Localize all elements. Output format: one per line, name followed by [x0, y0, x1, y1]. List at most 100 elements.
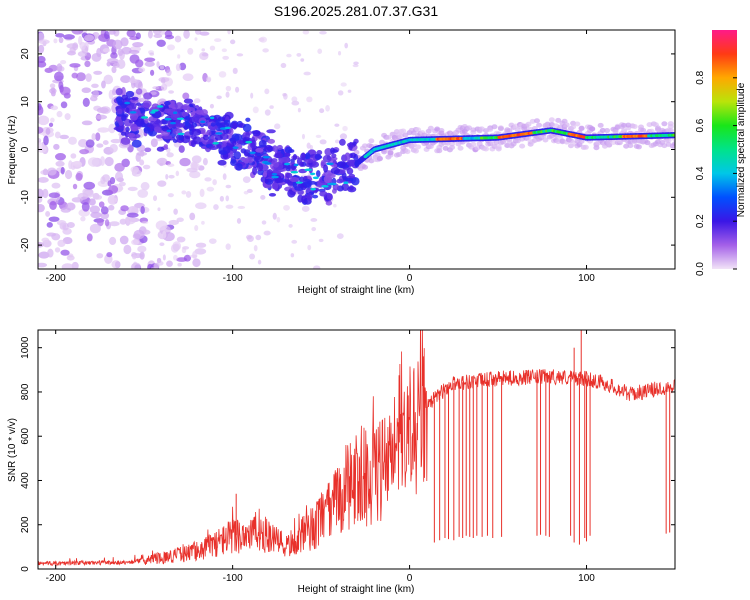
heatmap-cell [294, 186, 304, 191]
heatmap-cell [236, 53, 244, 57]
heatmap-cell [340, 82, 347, 87]
heatmap-cell [167, 193, 174, 198]
heatmap-cell [290, 253, 295, 258]
heatmap-cell [83, 181, 96, 190]
heatmap-cell [120, 75, 131, 84]
heatmap-cell [326, 182, 335, 186]
heatmap-cell [183, 254, 191, 262]
heatmap-cell [193, 98, 201, 104]
heatmap-cell [319, 190, 328, 197]
heatmap-cell [131, 206, 139, 215]
heatmap-cell [227, 30, 231, 35]
heatmap-cell [159, 65, 165, 70]
heatmap-cell [269, 105, 274, 109]
heatmap-cell [93, 194, 103, 200]
heatmap-cell [322, 154, 332, 163]
heatmap-cell [672, 141, 675, 147]
heatmap-cell [53, 71, 64, 82]
colorbar-label: Normalized spectral amplitude [736, 82, 747, 217]
heatmap-cell [100, 212, 110, 220]
heatmap-cell [290, 170, 299, 174]
heatmap-cell [225, 243, 231, 250]
heatmap-cell [310, 187, 317, 191]
heatmap-cell [648, 128, 655, 134]
heatmap-cell [81, 120, 93, 126]
heatmap-cell [182, 73, 194, 81]
heatmap-cell [150, 69, 155, 76]
heatmap-cell [137, 189, 149, 198]
heatmap-cell [151, 109, 159, 112]
heatmap-cell [128, 78, 138, 84]
heatmap-cell [120, 137, 131, 145]
heatmap-cell [118, 181, 126, 187]
heatmap-cell [449, 145, 456, 151]
heatmap-cell [93, 70, 103, 75]
heatmap-cell [348, 173, 356, 179]
heatmap-cell [141, 221, 149, 225]
heatmap-cell [156, 61, 160, 68]
heatmap-cell [296, 157, 302, 166]
heatmap-cell [177, 54, 181, 59]
heatmap-cell [200, 120, 206, 124]
heatmap-cell [114, 171, 124, 182]
heatmap-cell [233, 151, 242, 160]
snr-series [38, 330, 675, 567]
heatmap-cell [252, 166, 258, 176]
heatmap-cell [168, 174, 175, 179]
heatmap-cell [415, 127, 422, 133]
heatmap-cell [336, 233, 344, 239]
heatmap-cell [225, 91, 230, 98]
heatmap-cell [219, 122, 230, 128]
heatmap-cell [274, 178, 285, 184]
heatmap-cell [78, 138, 88, 148]
heatmap-cell [152, 86, 160, 90]
heatmap-cell [38, 188, 44, 199]
heatmap-cell [347, 89, 352, 93]
heatmap-cell [232, 140, 237, 146]
heatmap-cell [166, 69, 172, 77]
heatmap-cell [138, 97, 147, 103]
heatmap-cell [104, 156, 114, 167]
heatmap-cell [64, 169, 73, 180]
heatmap-cell [109, 236, 117, 246]
heatmap-cell [115, 88, 123, 96]
heatmap-cell [339, 138, 346, 146]
heatmap-cell [347, 186, 357, 193]
heatmap-cell [253, 244, 258, 252]
heatmap-cell [225, 195, 230, 202]
heatmap-cell [282, 152, 291, 157]
heatmap-cell [70, 153, 77, 159]
heatmap-cell [108, 30, 116, 35]
heatmap-cell [346, 159, 357, 167]
heatmap-cell [129, 111, 137, 114]
heatmap-cell [38, 105, 44, 116]
heatmap-cell [292, 154, 298, 161]
heatmap-cell [330, 147, 335, 154]
heatmap-cell [415, 144, 422, 150]
heatmap-cell [310, 218, 318, 222]
heatmap-cell [351, 177, 360, 186]
heatmap-cell [45, 211, 51, 217]
heatmap-cell [346, 167, 354, 175]
heatmap-cell [266, 168, 273, 178]
heatmap-cell [631, 123, 638, 129]
heatmap-cell [55, 160, 65, 167]
heatmap-cell [46, 222, 53, 228]
heatmap-cell [111, 260, 121, 269]
heatmap-cell [157, 180, 167, 187]
heatmap-cell [326, 193, 333, 200]
heatmap-cell [53, 143, 60, 150]
heatmap-cell [59, 86, 71, 96]
heatmap-cell [255, 234, 262, 241]
heatmap-cell [135, 32, 141, 40]
heatmap-cell [304, 168, 313, 172]
heatmap-cell [312, 194, 319, 199]
heatmap-cell [348, 141, 353, 151]
heatmap-cell [436, 148, 443, 154]
heatmap-cell [139, 159, 145, 166]
heatmap-cell [264, 162, 272, 165]
heatmap-cell [106, 252, 113, 258]
heatmap-cell [135, 102, 142, 107]
